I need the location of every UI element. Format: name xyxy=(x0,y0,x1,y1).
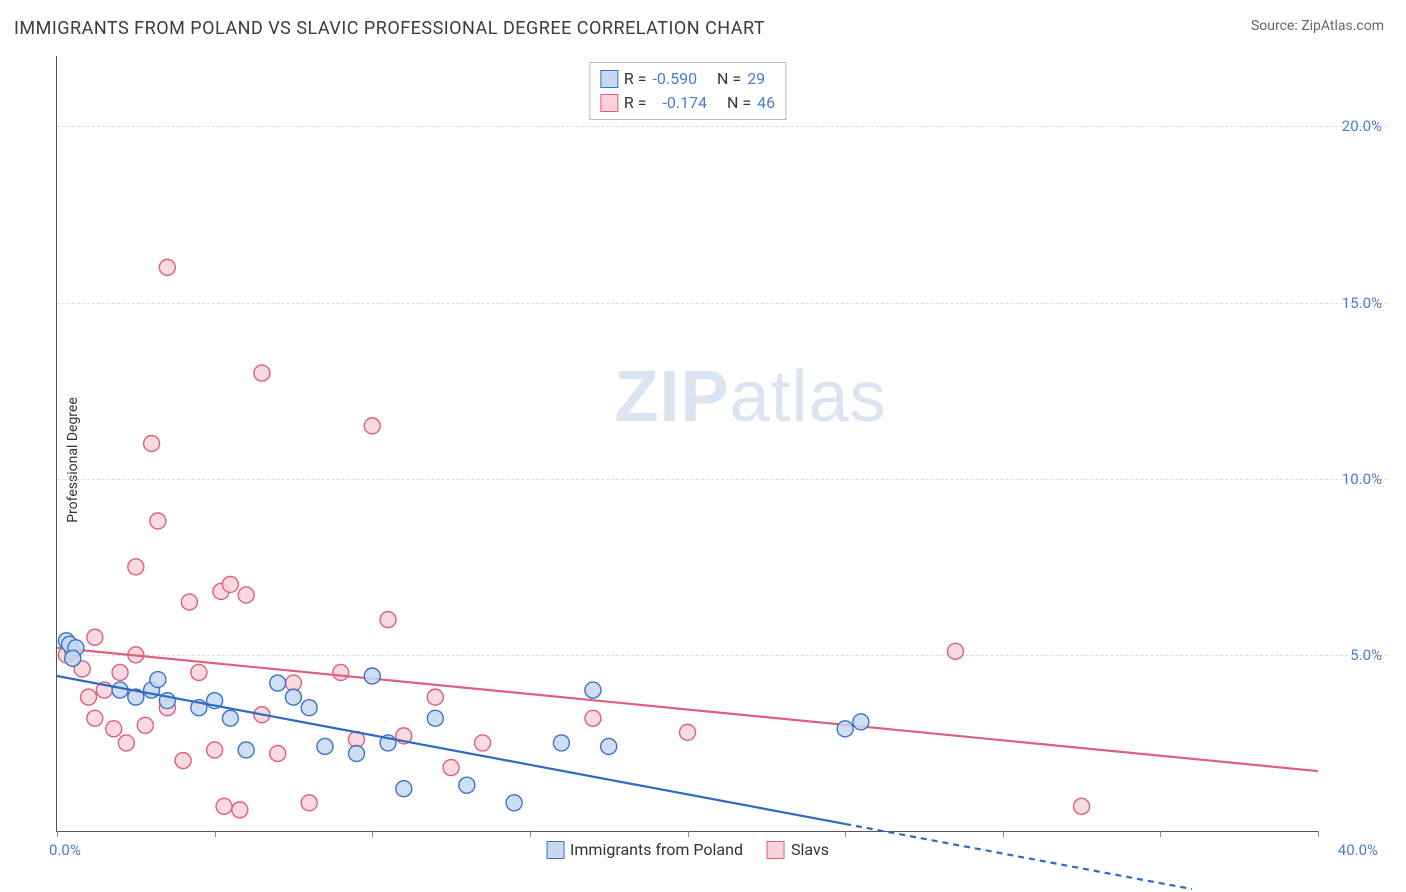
chart-svg xyxy=(57,56,1318,831)
legend-row-series-b: R = -0.174 N = 46 xyxy=(600,91,775,115)
x-tick-label: 40.0% xyxy=(1338,841,1378,859)
x-tick-label: 0.0% xyxy=(49,841,81,859)
swatch-bottom-a xyxy=(546,841,564,859)
chart-title: IMMIGRANTS FROM POLAND VS SLAVIC PROFESS… xyxy=(14,18,765,39)
correlation-legend: R = -0.590 N = 29 R = -0.174 N = 46 xyxy=(589,62,786,120)
y-tick-label: 20.0% xyxy=(1342,117,1382,135)
swatch-bottom-b xyxy=(767,841,785,859)
y-tick-label: 5.0% xyxy=(1350,646,1382,664)
plot-area: ZIPatlas R = -0.590 N = 29 R = -0.174 N … xyxy=(56,56,1318,832)
y-tick-label: 10.0% xyxy=(1342,470,1382,488)
y-tick-label: 15.0% xyxy=(1342,294,1382,312)
swatch-series-b xyxy=(600,94,618,112)
chart-container: Professional Degree ZIPatlas R = -0.590 … xyxy=(14,48,1388,872)
legend-row-series-a: R = -0.590 N = 29 xyxy=(600,67,775,91)
legend-item-series-a: Immigrants from Poland xyxy=(546,840,743,859)
swatch-series-a xyxy=(600,70,618,88)
legend-item-series-b: Slavs xyxy=(767,840,829,859)
series-legend: Immigrants from Poland Slavs xyxy=(546,840,829,859)
source-label: Source: ZipAtlas.com xyxy=(1251,18,1384,34)
